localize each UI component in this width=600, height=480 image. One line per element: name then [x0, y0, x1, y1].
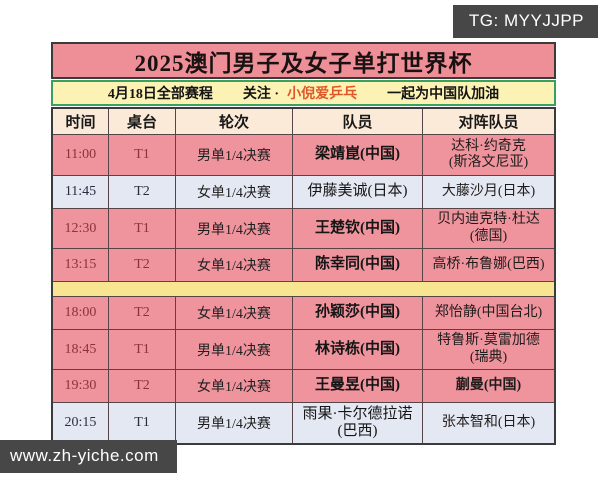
- subheader-follow-label: 关注 ·: [242, 87, 280, 102]
- match-player: 王楚钦(中国): [293, 209, 423, 249]
- match-table: T2: [109, 297, 176, 330]
- match-table: T2: [109, 370, 176, 403]
- match-time: 11:00: [53, 135, 109, 176]
- match-table: T2: [109, 176, 176, 209]
- column-header-player: 队员: [293, 109, 423, 135]
- match-player: 梁靖崑(中国): [293, 135, 423, 176]
- session-separator-row: [53, 282, 554, 297]
- table-row: 19:30 T2 女单1/4决赛 王曼昱(中国) 蒯曼(中国): [53, 370, 554, 403]
- match-round: 男单1/4决赛: [176, 209, 293, 249]
- match-opponent: 贝内迪克特·杜达 (德国): [423, 209, 554, 249]
- match-time: 13:15: [53, 249, 109, 282]
- match-table: T2: [109, 249, 176, 282]
- match-opponent: 达科·约奇克 (斯洛文尼亚): [423, 135, 554, 176]
- match-table: T1: [109, 403, 176, 443]
- match-round: 女单1/4决赛: [176, 370, 293, 403]
- match-time: 18:45: [53, 330, 109, 370]
- telegram-badge: TG: MYYJJPP: [452, 5, 598, 38]
- match-player: 伊藤美诚(日本): [293, 176, 423, 209]
- match-table: T1: [109, 135, 176, 176]
- table-header-row: 时间 桌台 轮次 队员 对阵队员: [53, 109, 554, 135]
- match-opponent: 大藤沙月(日本): [423, 176, 554, 209]
- match-round: 女单1/4决赛: [176, 249, 293, 282]
- table-row: 20:15 T1 男单1/4决赛 雨果·卡尔德拉诺 (巴西) 张本智和(日本): [53, 403, 554, 443]
- match-opponent: 特鲁斯·莫雷加德 (瑞典): [423, 330, 554, 370]
- subheader-channel-name: 小倪爱乒乓: [287, 87, 358, 102]
- match-player: 雨果·卡尔德拉诺 (巴西): [293, 403, 423, 443]
- match-time: 19:30: [53, 370, 109, 403]
- match-player: 王曼昱(中国): [293, 370, 423, 403]
- match-round: 女单1/4决赛: [176, 176, 293, 209]
- subheader-banner: 4月18日全部赛程 关注 · 小倪爱乒乓 一起为中国队加油: [51, 80, 556, 106]
- subheader-date: 4月18日全部赛程: [107, 87, 213, 102]
- match-player: 陈幸同(中国): [293, 249, 423, 282]
- column-header-time: 时间: [53, 109, 109, 135]
- match-time: 20:15: [53, 403, 109, 443]
- match-table: T1: [109, 330, 176, 370]
- match-time: 18:00: [53, 297, 109, 330]
- column-header-opponent: 对阵队员: [423, 109, 554, 135]
- table-row: 18:00 T2 女单1/4决赛 孙颖莎(中国) 郑怡静(中国台北): [53, 297, 554, 330]
- match-table: T1: [109, 209, 176, 249]
- match-time: 11:45: [53, 176, 109, 209]
- match-round: 男单1/4决赛: [176, 135, 293, 176]
- match-time: 12:30: [53, 209, 109, 249]
- match-player: 林诗栋(中国): [293, 330, 423, 370]
- column-header-round: 轮次: [176, 109, 293, 135]
- column-header-table: 桌台: [109, 109, 176, 135]
- schedule-sheet: 2025澳门男子及女子单打世界杯 4月18日全部赛程 关注 · 小倪爱乒乓 一起…: [51, 42, 556, 445]
- table-row: 12:30 T1 男单1/4决赛 王楚钦(中国) 贝内迪克特·杜达 (德国): [53, 209, 554, 249]
- subheader-slogan: 一起为中国队加油: [387, 87, 500, 102]
- match-round: 男单1/4决赛: [176, 330, 293, 370]
- match-round: 女单1/4决赛: [176, 297, 293, 330]
- table-row: 11:00 T1 男单1/4决赛 梁靖崑(中国) 达科·约奇克 (斯洛文尼亚): [53, 135, 554, 176]
- schedule-table: 时间 桌台 轮次 队员 对阵队员 11:00 T1 男单1/4决赛 梁靖崑(中国…: [51, 107, 556, 445]
- table-row: 11:45 T2 女单1/4决赛 伊藤美诚(日本) 大藤沙月(日本): [53, 176, 554, 209]
- table-row: 18:45 T1 男单1/4决赛 林诗栋(中国) 特鲁斯·莫雷加德 (瑞典): [53, 330, 554, 370]
- match-opponent: 蒯曼(中国): [423, 370, 554, 403]
- page-title: 2025澳门男子及女子单打世界杯: [51, 42, 556, 79]
- match-opponent: 高桥·布鲁娜(巴西): [423, 249, 554, 282]
- match-opponent: 张本智和(日本): [441, 414, 536, 430]
- match-opponent: 郑怡静(中国台北): [423, 297, 554, 330]
- match-player: 孙颖莎(中国): [293, 297, 423, 330]
- table-row: 13:15 T2 女单1/4决赛 陈幸同(中国) 高桥·布鲁娜(巴西): [53, 249, 554, 282]
- match-round: 男单1/4决赛: [176, 403, 293, 443]
- website-badge: www.zh-yiche.com: [0, 440, 177, 473]
